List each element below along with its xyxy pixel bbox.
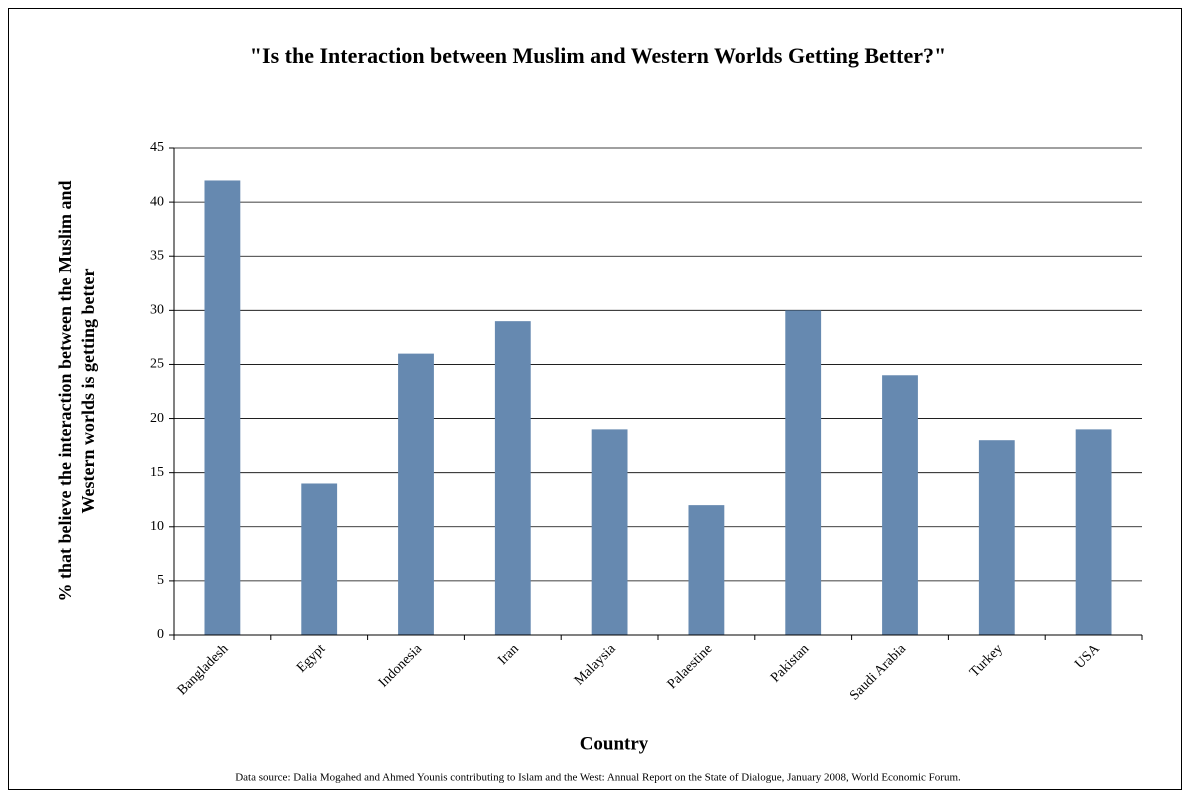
chart-title: "Is the Interaction between Muslim and W… <box>250 43 946 68</box>
bar <box>398 353 434 635</box>
bar <box>978 440 1015 635</box>
y-tick-label: 45 <box>150 140 164 155</box>
y-tick-label: 35 <box>150 248 164 263</box>
bar <box>204 180 241 635</box>
y-axis-title: % that believe the interaction between t… <box>55 181 75 602</box>
bar <box>1075 429 1112 635</box>
y-tick-label: 5 <box>157 573 164 588</box>
y-tick-label: 0 <box>157 627 164 642</box>
y-tick-label: 25 <box>150 357 164 372</box>
bar <box>301 483 338 635</box>
y-tick-label: 40 <box>150 194 164 209</box>
y-tick-label: 15 <box>150 465 164 480</box>
y-tick-label: 20 <box>150 411 164 426</box>
bar <box>494 321 531 635</box>
x-axis-title: Country <box>580 733 649 754</box>
bar <box>882 375 918 635</box>
y-tick-label: 30 <box>150 303 164 318</box>
source-note: Data source: Dalia Mogahed and Ahmed You… <box>235 772 961 784</box>
chart-border <box>8 8 1182 790</box>
bar <box>688 505 725 635</box>
bar <box>785 310 822 635</box>
y-axis-title: Western worlds is getting better <box>78 269 98 514</box>
y-tick-label: 10 <box>150 519 164 534</box>
bar <box>591 429 628 635</box>
